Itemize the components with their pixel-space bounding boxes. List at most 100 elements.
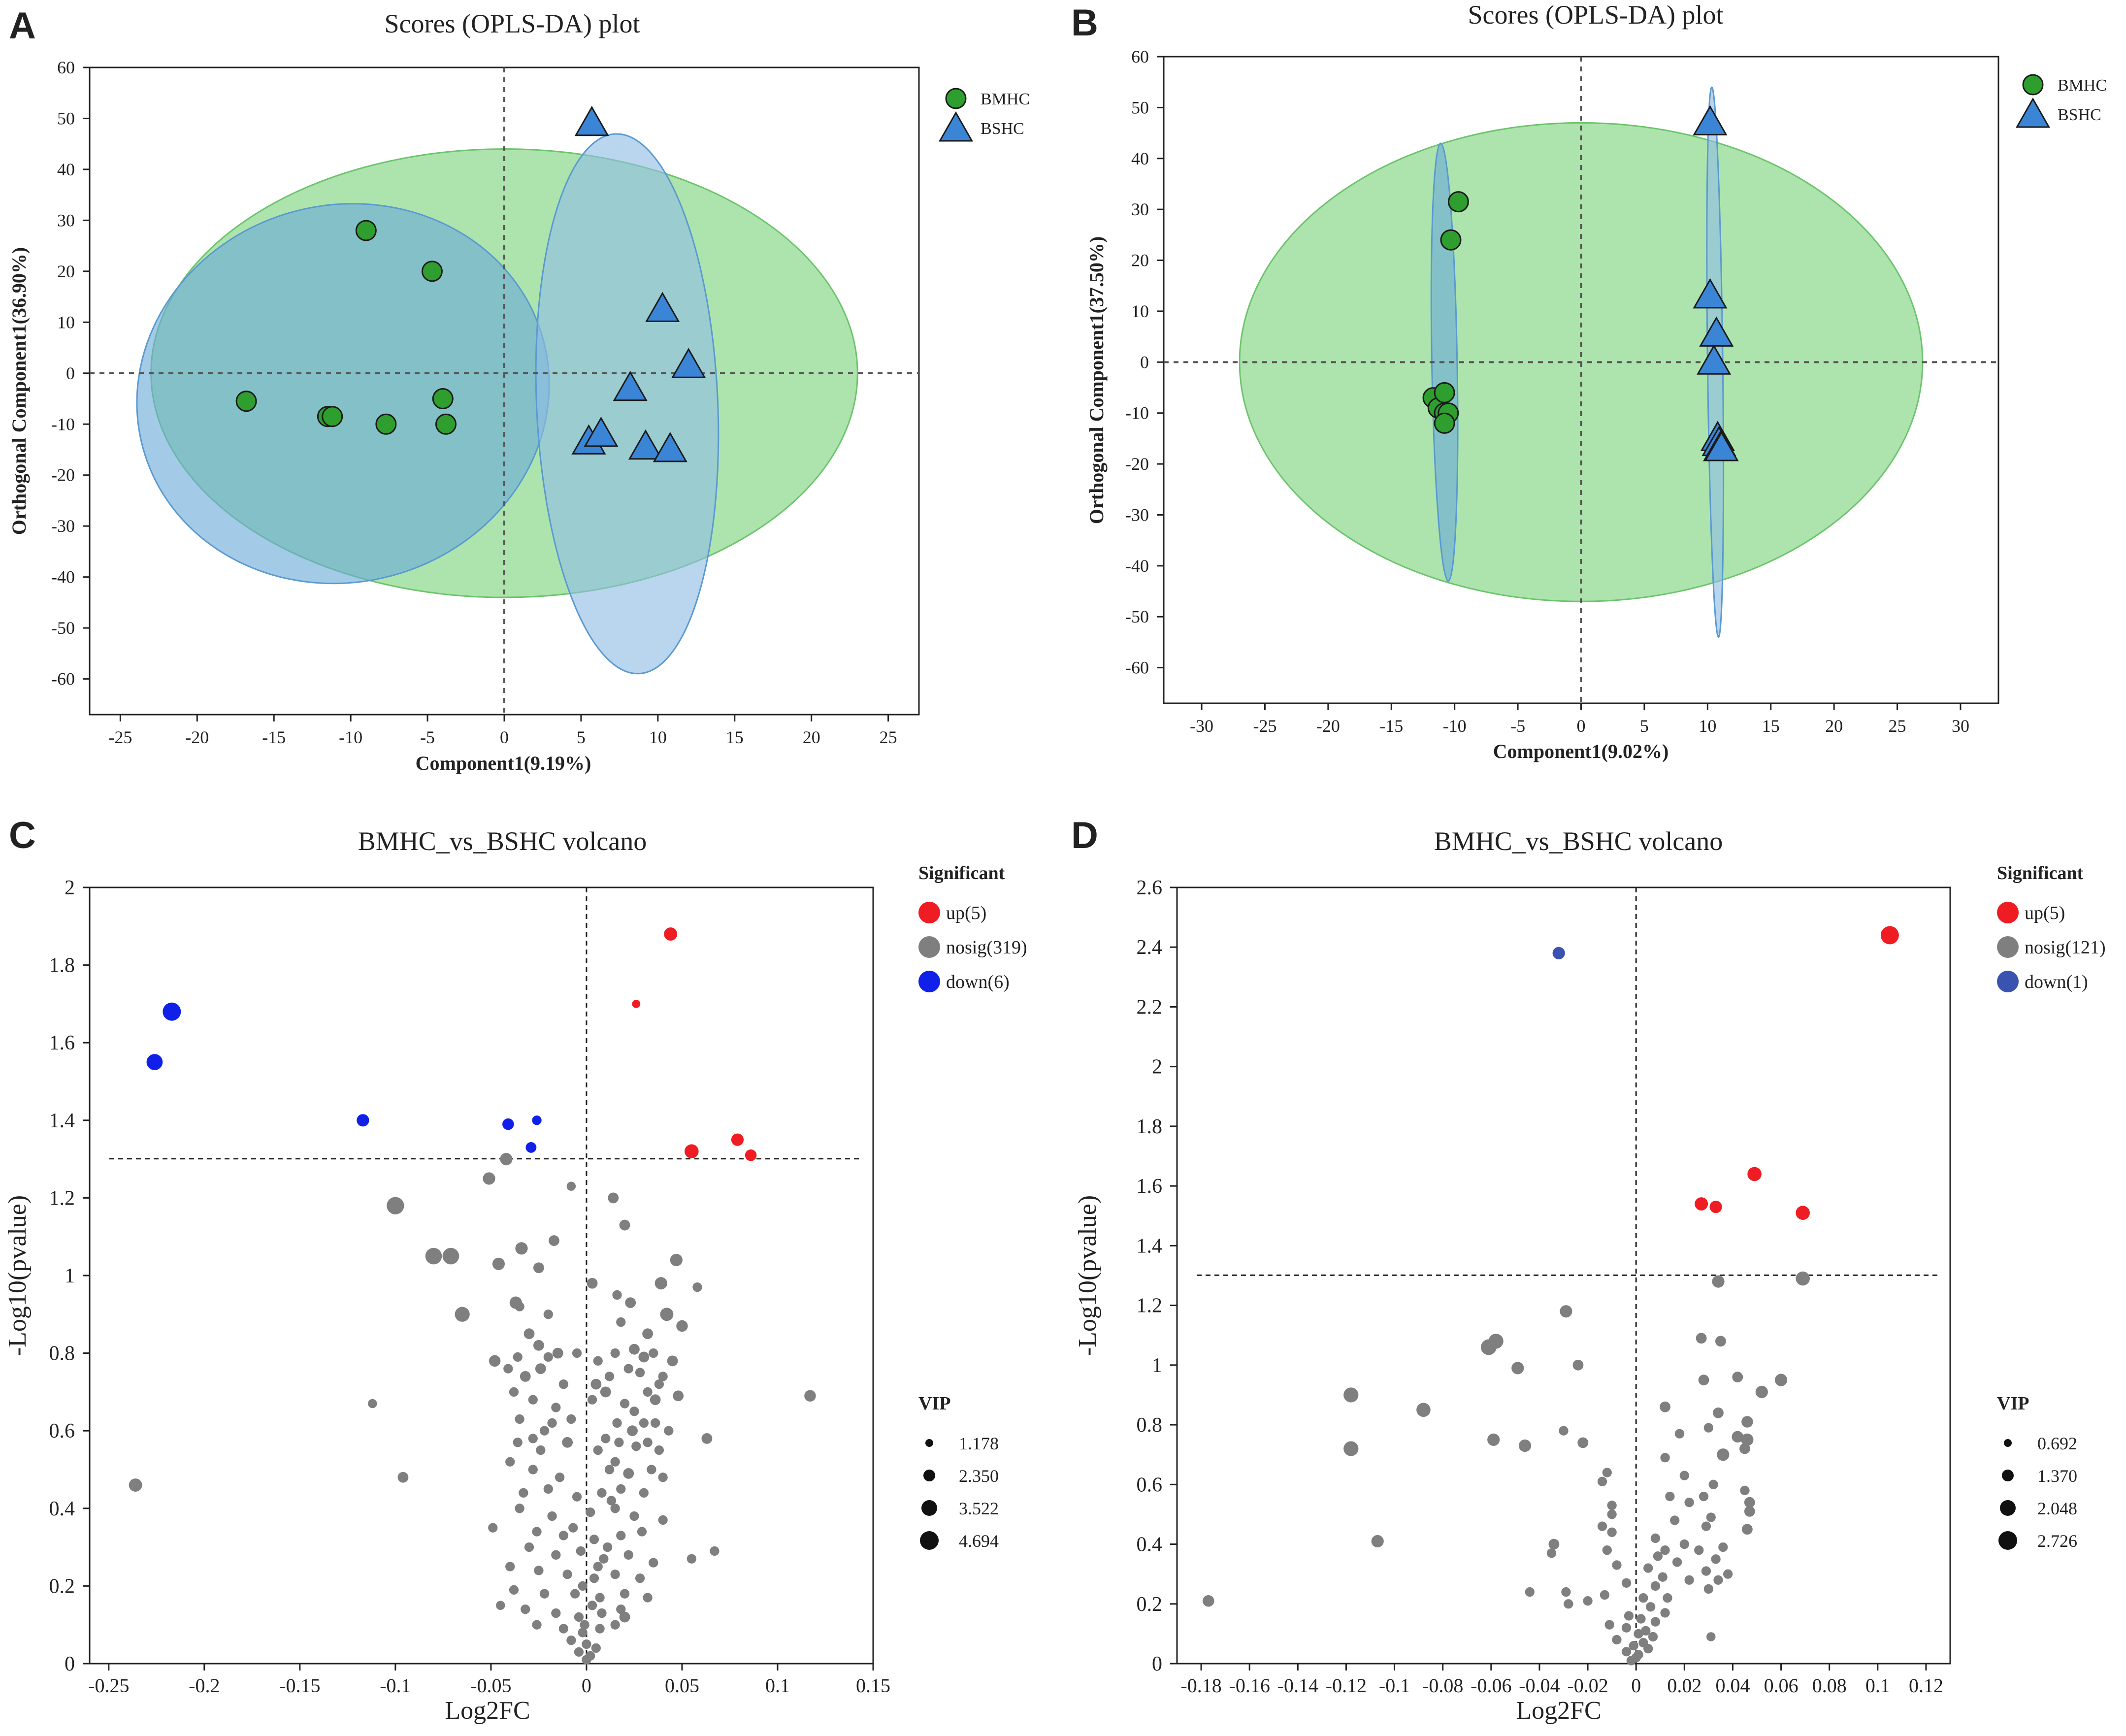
point-nosig	[1706, 1512, 1716, 1522]
point-up	[745, 1149, 757, 1161]
legend-label: down(6)	[946, 972, 1010, 992]
point-nosig	[562, 1437, 573, 1448]
y-tick-label: 1	[65, 1265, 75, 1287]
legend-label: nosig(319)	[946, 937, 1027, 958]
legend-marker	[918, 936, 940, 958]
legend-marker	[1997, 936, 2019, 958]
x-tick-label: -0.05	[470, 1674, 511, 1697]
x-tick-label: 5	[1640, 716, 1649, 736]
point-nosig	[1755, 1385, 1768, 1398]
y-axis-label: Orthogonal Component1(37.50%)	[1085, 236, 1108, 524]
point-nosig	[676, 1320, 688, 1332]
vip-title: VIP	[1997, 1393, 2029, 1414]
legend-label: down(1)	[2025, 972, 2088, 992]
x-tick-label: 0.1	[1865, 1674, 1890, 1697]
point-nosig	[650, 1394, 661, 1406]
y-tick-label: 50	[57, 108, 75, 128]
y-tick-label: -40	[51, 567, 75, 587]
vip-label: 2.350	[959, 1466, 999, 1486]
point-nosig	[1660, 1545, 1670, 1555]
point-BMHC	[235, 391, 257, 412]
point-nosig	[513, 1352, 523, 1362]
point-nosig	[643, 1387, 653, 1397]
point-nosig	[515, 1302, 524, 1311]
panel-label: C	[9, 815, 36, 856]
point-nosig	[1203, 1595, 1214, 1607]
point-nosig	[574, 1647, 584, 1657]
point-nosig	[804, 1390, 816, 1402]
y-tick-label: 1.8	[1137, 1115, 1163, 1138]
point-nosig	[610, 1504, 620, 1513]
y-tick-label: 1.4	[1137, 1235, 1163, 1257]
point-nosig	[610, 1570, 620, 1579]
point-nosig	[587, 1277, 598, 1289]
y-tick-label: 10	[57, 312, 75, 332]
point-nosig	[1740, 1485, 1750, 1496]
point-nosig	[397, 1472, 409, 1483]
point-down	[146, 1054, 163, 1070]
point-nosig	[1621, 1623, 1632, 1633]
point-nosig	[528, 1465, 538, 1474]
y-axis-label: -Log10(pvalue)	[3, 1195, 32, 1356]
point-nosig	[701, 1433, 713, 1444]
x-tick-label: -20	[1316, 716, 1340, 736]
point-nosig	[1597, 1521, 1607, 1531]
point-nosig	[519, 1488, 528, 1498]
point-BMHC	[375, 413, 397, 435]
x-tick-label: -10	[339, 727, 362, 747]
point-nosig	[1650, 1617, 1661, 1627]
point-nosig	[612, 1290, 622, 1300]
y-tick-label: 20	[1131, 251, 1149, 270]
point-nosig	[505, 1457, 515, 1467]
point-BSHC	[574, 105, 609, 136]
x-tick-label: 10	[1699, 716, 1716, 736]
x-tick-label: 5	[577, 727, 586, 747]
point-nosig	[650, 1418, 660, 1428]
point-nosig	[1525, 1587, 1535, 1597]
point-nosig	[1696, 1333, 1707, 1344]
point-nosig	[623, 1550, 633, 1560]
point-nosig	[1665, 1491, 1675, 1502]
point-nosig	[1741, 1416, 1753, 1428]
x-tick-label: 15	[726, 727, 744, 747]
x-tick-label: -25	[1253, 716, 1276, 736]
point-nosig	[455, 1307, 470, 1322]
point-nosig	[578, 1628, 588, 1638]
x-tick-label: 0	[500, 727, 509, 747]
point-nosig	[513, 1438, 523, 1447]
point-nosig	[601, 1434, 611, 1443]
x-tick-label: 30	[1952, 716, 1969, 736]
point-nosig	[505, 1562, 515, 1572]
point-nosig	[670, 1253, 683, 1267]
x-tick-label: -0.14	[1277, 1674, 1318, 1697]
chart-title: Scores (OPLS-DA) plot	[1468, 0, 1724, 30]
point-nosig	[1650, 1533, 1661, 1543]
point-nosig	[1703, 1423, 1714, 1433]
point-nosig	[1660, 1401, 1670, 1412]
point-nosig	[1548, 1539, 1560, 1550]
point-nosig	[1679, 1471, 1689, 1480]
panel-label: D	[1071, 815, 1098, 856]
panel-A: A Scores (OPLS-DA) plot-25 -20 -15 -10 -5 0 5 10…	[8, 5, 1030, 774]
point-nosig	[483, 1172, 495, 1185]
point-nosig	[576, 1546, 586, 1556]
point-nosig	[521, 1605, 530, 1614]
point-nosig	[620, 1399, 630, 1408]
point-nosig	[539, 1589, 550, 1599]
point-nosig	[534, 1566, 544, 1575]
point-nosig	[616, 1317, 626, 1327]
legend-marker-BSHC	[938, 111, 974, 142]
point-nosig	[1663, 1593, 1672, 1603]
point-nosig	[528, 1434, 538, 1443]
point-nosig	[649, 1558, 658, 1568]
point-nosig	[515, 1242, 528, 1255]
x-tick-label: 0.1	[765, 1674, 790, 1697]
vip-marker	[923, 1470, 935, 1481]
chart-title: Scores (OPLS-DA) plot	[385, 9, 640, 38]
point-nosig	[587, 1601, 597, 1610]
point-nosig	[368, 1399, 377, 1408]
point-nosig	[566, 1181, 576, 1191]
point-nosig	[1559, 1426, 1569, 1436]
ellipse-BSHC	[535, 133, 720, 675]
point-nosig	[1672, 1557, 1682, 1567]
